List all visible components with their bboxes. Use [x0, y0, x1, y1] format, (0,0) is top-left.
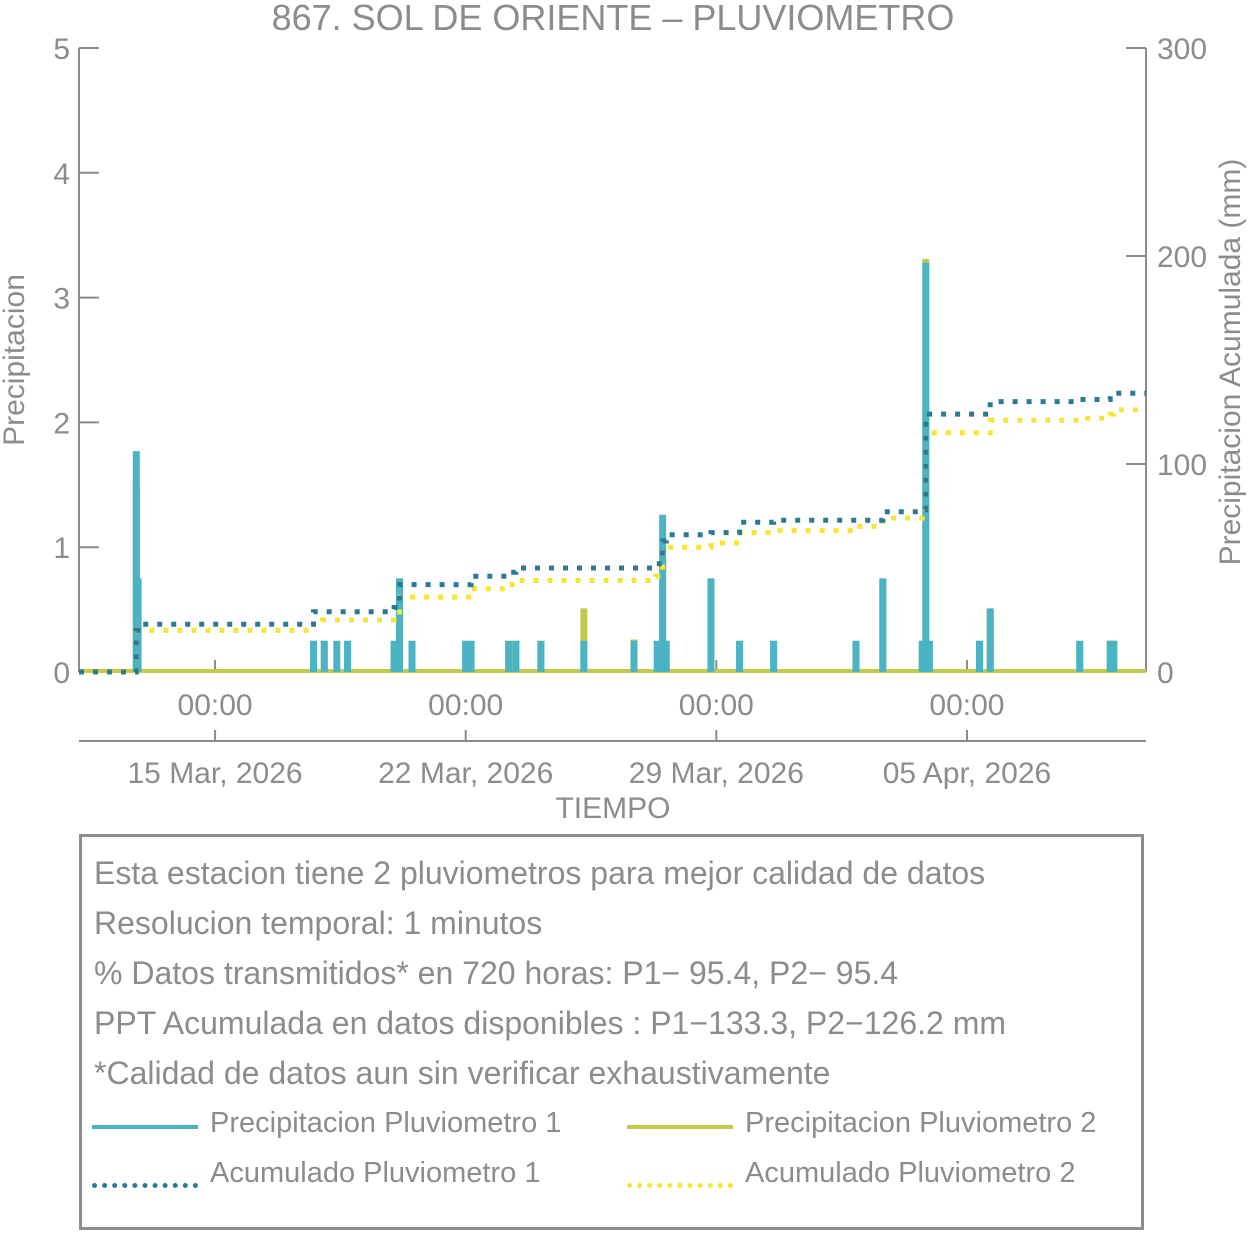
x-tick-label-date: 22 Mar, 2026: [378, 757, 553, 790]
bar-p1: [976, 640, 984, 672]
bar-p1: [1106, 640, 1114, 672]
bar-p1: [333, 640, 341, 672]
bar-p1: [852, 640, 860, 672]
bar-p1: [310, 640, 318, 672]
bar-p1: [1076, 640, 1084, 672]
x-tick-label-time: 00:00: [178, 689, 253, 722]
bar-p1: [736, 640, 744, 672]
legend-label-p2: Precipitacion Pluviometro 2: [745, 1107, 1097, 1139]
x-tick-label-date: 29 Mar, 2026: [629, 757, 804, 790]
info-line-resolution: Resolucion temporal: 1 minutos: [94, 905, 543, 941]
bar-p1: [630, 640, 638, 672]
legend-swatch-acc2: [627, 1183, 733, 1188]
y-right-tick-label: 200: [1157, 241, 1207, 274]
bar-p2: [580, 608, 588, 672]
bar-p1: [770, 640, 778, 672]
info-line-accumulated: PPT Acumulada en datos disponibles : P1−…: [94, 1005, 1006, 1041]
bar-p1: [320, 640, 328, 672]
y-left-tick-label: 3: [53, 283, 70, 316]
bar-p1: [986, 608, 994, 672]
bar-p1: [467, 640, 475, 672]
bar-p1: [653, 640, 661, 672]
bar-p1: [918, 640, 926, 672]
line-acc1: [79, 390, 1146, 675]
bar-p1: [925, 640, 933, 672]
bar-p1: [707, 578, 715, 672]
bar-p1: [662, 640, 670, 672]
y-right-tick-label: 300: [1157, 33, 1207, 66]
info-line-quality-note: *Calidad de datos aun sin verificar exha…: [94, 1055, 831, 1091]
legend-label-acc1: Acumulado Pluviometro 1: [210, 1157, 541, 1189]
x-tick-label-time: 00:00: [428, 689, 503, 722]
tick-labels: 0 1 2 3 4 5 0 100 200 300 00:00 00:00 00:00 00:00 15 M…: [53, 33, 1207, 790]
y-axis-right-label: Precipitacion Acumulada (mm): [1214, 159, 1247, 566]
bar-p1: [879, 578, 887, 672]
legend-label-acc2: Acumulado Pluviometro 2: [745, 1157, 1076, 1189]
info-line-transmitted: % Datos transmitidos* en 720 horas: P1− …: [94, 955, 899, 991]
y-left-tick-label: 4: [53, 158, 70, 191]
bar-p1: [537, 640, 545, 672]
bar-p1: [390, 640, 398, 672]
x-axis-label: TIEMPO: [555, 792, 670, 825]
series-p2-bars: [132, 258, 1118, 672]
x-tick-label-time: 00:00: [929, 689, 1004, 722]
legend-swatch-acc1: [92, 1183, 198, 1188]
bar-p1: [395, 578, 403, 672]
legend-swatch-p1: [92, 1125, 198, 1129]
y-left-tick-label: 0: [53, 657, 70, 690]
bar-p1: [462, 640, 470, 672]
y-axis-left-label: Precipitacion: [0, 274, 31, 446]
x-tick-label-time: 00:00: [679, 689, 754, 722]
info-box: Esta estacion tiene 2 pluviometros para …: [79, 834, 1144, 1230]
y-left-tick-label: 5: [53, 33, 70, 66]
bar-p1: [408, 640, 416, 672]
bar-p1: [134, 578, 142, 672]
bar-p1: [132, 451, 140, 672]
bar-p1: [1110, 640, 1118, 672]
series-p1-bars: [132, 262, 1118, 672]
x-tick-label-date: 15 Mar, 2026: [127, 757, 302, 790]
accumulated-lines: [79, 390, 1146, 675]
chart-axes: [78, 47, 1147, 742]
bar-p1: [580, 640, 588, 672]
line-acc2: [79, 407, 1146, 675]
x-tick-label-date: 05 Apr, 2026: [883, 757, 1052, 790]
legend-swatch-p2: [627, 1125, 733, 1129]
info-line-stations: Esta estacion tiene 2 pluviometros para …: [94, 855, 986, 891]
y-right-tick-label: 0: [1157, 657, 1174, 690]
y-left-tick-label: 2: [53, 407, 70, 440]
bar-p1: [344, 640, 352, 672]
bar-p1: [659, 514, 667, 672]
legend-label-p1: Precipitacion Pluviometro 1: [210, 1107, 562, 1139]
chart-title: 867. SOL DE ORIENTE – PLUVIOMETRO: [272, 0, 955, 38]
bar-p1: [512, 640, 520, 672]
bar-p1: [505, 640, 513, 672]
rain-chart: 867. SOL DE ORIENTE – PLUVIOMETRO 0 1 2 3 4 5…: [0, 0, 1247, 825]
y-right-tick-label: 100: [1157, 449, 1207, 482]
y-left-tick-label: 1: [53, 532, 70, 565]
